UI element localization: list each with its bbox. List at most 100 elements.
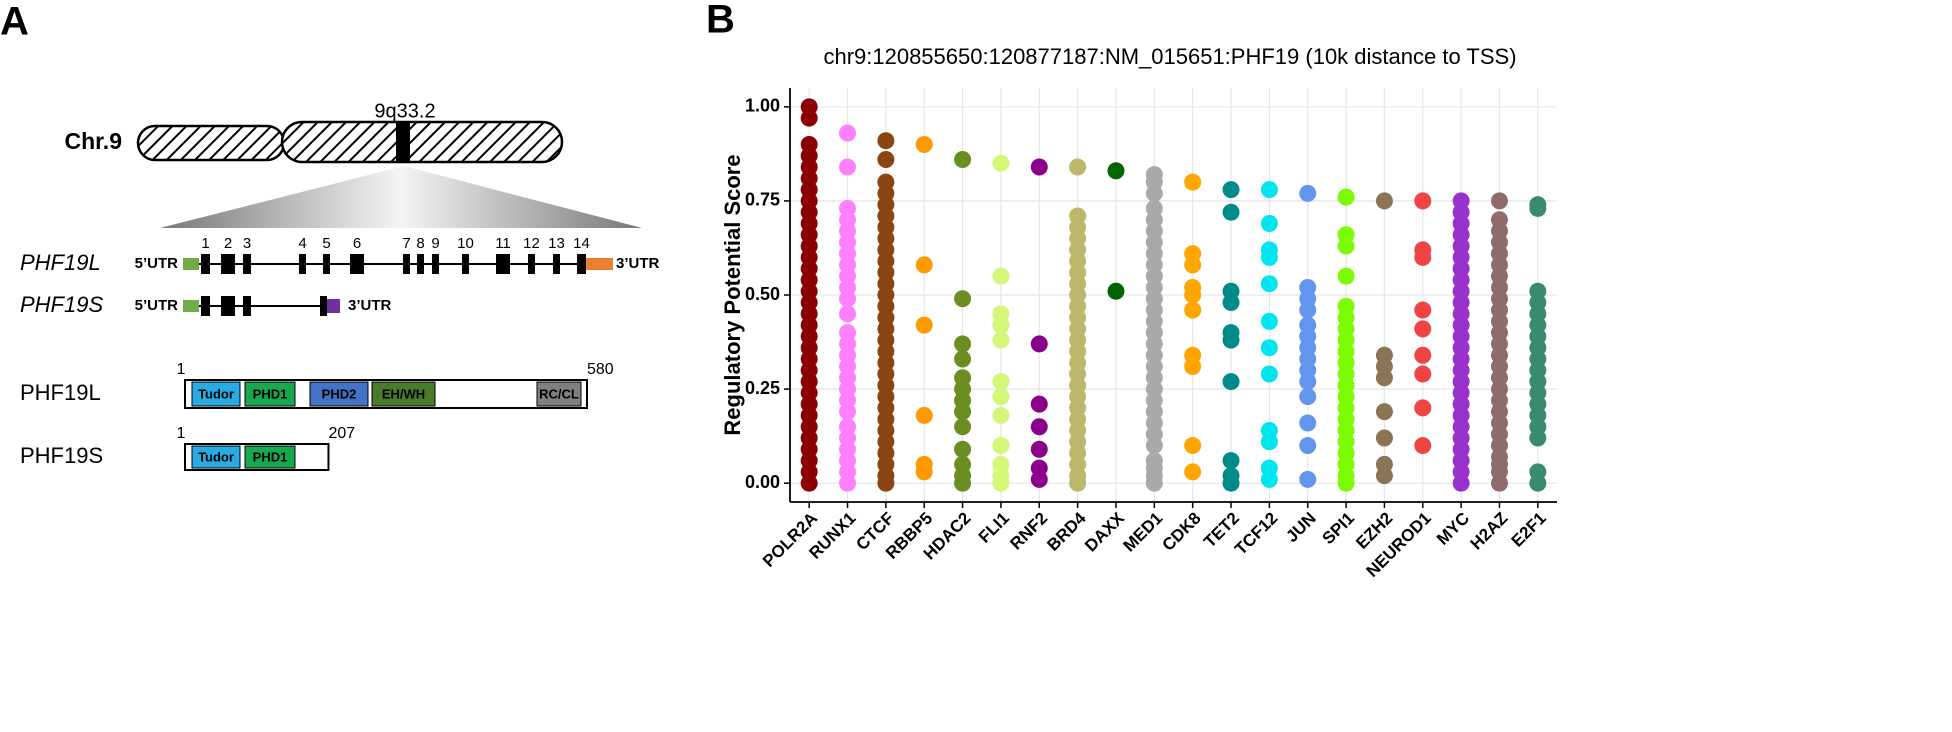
exon	[577, 254, 586, 274]
exon	[432, 254, 439, 274]
point	[1375, 369, 1393, 387]
point	[877, 474, 895, 492]
point	[954, 335, 972, 353]
exon	[496, 254, 510, 274]
exon-number: 12	[523, 235, 540, 252]
exon-number: 10	[457, 235, 474, 252]
protein-name: PHF19S	[20, 443, 103, 468]
domain	[191, 445, 241, 469]
point	[839, 305, 857, 323]
point	[1030, 470, 1048, 488]
point	[1414, 365, 1432, 383]
exon-number: 8	[416, 235, 424, 252]
point	[1529, 199, 1547, 217]
point	[992, 388, 1010, 406]
point	[1222, 294, 1240, 312]
point	[1337, 474, 1355, 492]
point	[1145, 437, 1163, 455]
point	[1222, 331, 1240, 349]
utr5-label: 5’UTR	[135, 255, 179, 272]
domain-label: EH/WH	[382, 386, 425, 401]
point	[992, 406, 1010, 424]
domain	[371, 381, 436, 407]
protein-start: 1	[177, 425, 186, 442]
point	[1299, 388, 1317, 406]
domain-label: PHD2	[322, 386, 357, 401]
point	[839, 403, 857, 421]
band-label: 9q33.2	[374, 100, 435, 122]
point	[1490, 192, 1508, 210]
point	[1222, 181, 1240, 199]
protein-length: 207	[328, 425, 355, 442]
chromosome-arm	[280, 120, 564, 164]
domain	[244, 381, 296, 407]
point	[1260, 312, 1278, 330]
utr5-label: 5’UTR	[135, 297, 179, 314]
chromosome-name: Chr.9	[64, 128, 122, 154]
point	[1107, 162, 1125, 180]
point	[839, 124, 857, 142]
y-axis-title: Regulatory Potential Score	[720, 154, 745, 435]
point	[1030, 440, 1048, 458]
point	[1107, 282, 1125, 300]
point	[1299, 184, 1317, 202]
utr5-box	[183, 258, 199, 270]
point	[954, 403, 972, 421]
point	[954, 350, 972, 368]
exon	[417, 254, 424, 274]
point	[915, 256, 933, 274]
exon	[201, 296, 210, 316]
point	[1222, 474, 1240, 492]
point	[1260, 365, 1278, 383]
exon-number: 11	[495, 235, 511, 252]
exon	[243, 296, 251, 316]
x-tick-label: MED1	[1119, 509, 1166, 556]
point	[1184, 173, 1202, 191]
point	[992, 474, 1010, 492]
protein-start: 1	[177, 361, 186, 378]
y-tick-label: 0.50	[745, 284, 780, 304]
point	[1145, 474, 1163, 492]
exon-number: 3	[243, 235, 251, 252]
point	[1414, 399, 1432, 417]
point	[1414, 192, 1432, 210]
exon	[243, 254, 251, 274]
point	[1260, 275, 1278, 293]
exon-number: 13	[548, 235, 565, 252]
x-tick-label: RNF2	[1006, 509, 1051, 554]
y-tick-label: 0.25	[745, 378, 780, 398]
point	[1299, 301, 1317, 319]
zoom-triangle	[160, 166, 642, 228]
exon	[553, 254, 560, 274]
x-tick-label: E2F1	[1508, 509, 1550, 551]
point	[915, 463, 933, 481]
utr3-box	[327, 299, 340, 313]
band-marker	[396, 122, 410, 162]
point	[992, 437, 1010, 455]
point	[1260, 470, 1278, 488]
domain-label: Tudor	[198, 386, 234, 401]
point	[1030, 335, 1048, 353]
point	[992, 267, 1010, 285]
x-tick-label: JUN	[1282, 509, 1319, 546]
point	[915, 406, 933, 424]
point	[1145, 184, 1163, 202]
exon-number: 14	[573, 235, 590, 252]
point	[915, 135, 933, 153]
point	[1030, 418, 1048, 436]
point	[1375, 403, 1393, 421]
point	[1337, 267, 1355, 285]
x-tick-label: TCF12	[1231, 509, 1281, 559]
point	[877, 151, 895, 169]
exon	[528, 254, 535, 274]
x-tick-label: MYC	[1433, 509, 1473, 549]
chart-title: chr9:120855650:120877187:NM_015651:PHF19…	[823, 44, 1516, 69]
point	[1184, 463, 1202, 481]
exon	[221, 254, 235, 274]
y-tick-label: 0.75	[745, 190, 780, 210]
point	[954, 418, 972, 436]
exon	[323, 254, 330, 274]
point	[839, 290, 857, 308]
point	[1184, 286, 1202, 304]
point	[1069, 474, 1087, 492]
